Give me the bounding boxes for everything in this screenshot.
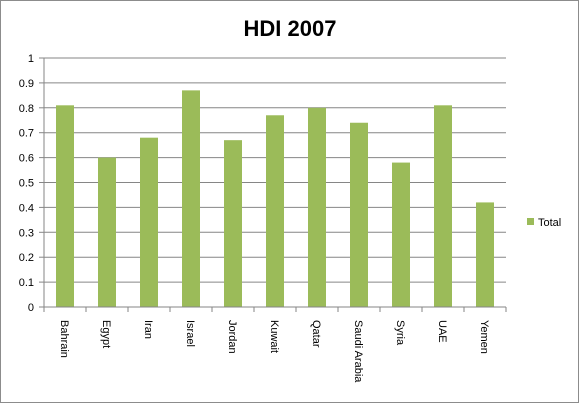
x-tick-label: Saudi Arabia [352, 320, 364, 383]
chart-title: HDI 2007 [244, 16, 337, 41]
x-tick-label: Jordan [226, 320, 238, 354]
bar [140, 137, 158, 307]
y-tick-label: 0.4 [19, 202, 34, 214]
bar [98, 157, 116, 307]
axes [39, 57, 507, 312]
x-tick-label: Bahrain [58, 320, 70, 358]
bar [350, 122, 368, 308]
bar [392, 162, 410, 307]
bar [308, 107, 326, 307]
x-tick-label: UAE [436, 320, 448, 343]
x-tick-label: Israel [184, 320, 196, 347]
y-tick-label: 1 [28, 53, 34, 65]
x-tick-label: Iran [142, 320, 154, 339]
y-tick-label: 0.6 [19, 153, 34, 165]
x-tick-label: Yemen [478, 320, 490, 354]
x-tick-label: Syria [394, 320, 406, 346]
bar [476, 202, 494, 307]
y-tick-labels: 0 0.1 0.2 0.3 0.4 0.5 0.6 0.7 0.8 0.9 1 [19, 53, 34, 314]
y-tick-label: 0.2 [19, 252, 34, 264]
y-tick-label: 0.3 [19, 227, 34, 239]
bar [56, 105, 74, 307]
y-tick-label: 0.1 [19, 277, 34, 289]
legend: Total [527, 217, 561, 229]
y-tick-label: 0.8 [19, 103, 34, 115]
y-tick-label: 0.5 [19, 178, 34, 190]
bar [434, 105, 452, 307]
legend-label: Total [538, 217, 561, 229]
x-tick-labels: Bahrain Egypt Iran Israel Jordan Kuwait Qatar S… [58, 320, 490, 383]
bar [224, 140, 242, 307]
x-tick-label: Kuwait [268, 320, 280, 353]
bar [266, 115, 284, 308]
x-tick-label: Qatar [310, 320, 322, 348]
y-tick-label: 0 [28, 302, 34, 314]
y-tick-label: 0.9 [19, 78, 34, 90]
legend-swatch [527, 218, 534, 225]
y-tick-label: 0.7 [19, 128, 34, 140]
bar [182, 90, 200, 308]
x-tick-label: Egypt [100, 320, 112, 348]
bars [56, 90, 494, 308]
